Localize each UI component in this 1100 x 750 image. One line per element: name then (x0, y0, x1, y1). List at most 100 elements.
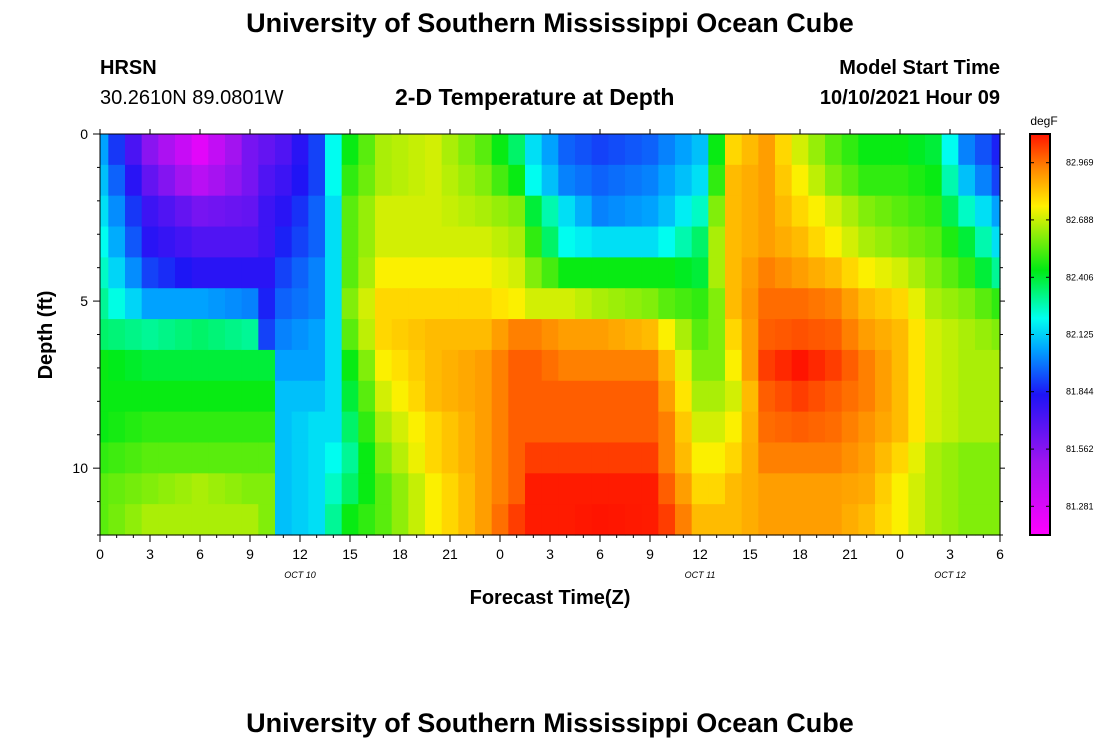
heatmap-cell (758, 257, 776, 289)
heatmap-cell (125, 319, 143, 351)
heatmap-cell (891, 319, 909, 351)
heatmap-cell (425, 380, 443, 413)
heatmap-cell (541, 288, 559, 320)
heatmap-cell (941, 134, 959, 166)
heatmap-cell (275, 134, 293, 166)
heatmap-cell (575, 504, 593, 536)
heatmap-cell (675, 473, 693, 505)
heatmap-cell (541, 226, 559, 258)
heatmap-cell (825, 473, 843, 505)
heatmap-cell (125, 504, 143, 536)
heatmap-cell (525, 288, 543, 320)
heatmap-cell (491, 319, 509, 351)
heatmap-cell (941, 442, 959, 474)
heatmap-cell (341, 195, 359, 228)
heatmap-cell (658, 288, 676, 320)
heatmap-cell (958, 257, 976, 289)
heatmap-cell (775, 349, 793, 382)
heatmap-cell (941, 195, 959, 228)
heatmap-cell (358, 380, 376, 413)
heatmap-cell (725, 195, 743, 228)
heatmap-cell (458, 504, 476, 536)
heatmap-cell (991, 257, 1001, 289)
heatmap-cell (475, 349, 493, 382)
heatmap-cell (958, 226, 976, 258)
heatmap-cell (975, 411, 993, 444)
heatmap-cell (108, 288, 126, 320)
heatmap-cell (175, 134, 193, 166)
heatmap-cell (158, 319, 176, 351)
heatmap-cell (691, 226, 709, 258)
heatmap-cell (591, 380, 609, 413)
heatmap-cell (141, 226, 159, 258)
heatmap-cell (958, 288, 976, 320)
heatmap-cell (441, 226, 459, 258)
heatmap-cell (475, 442, 493, 474)
heatmap-cell (841, 134, 859, 166)
heatmap-cell (141, 380, 159, 413)
heatmap-cell (741, 504, 759, 536)
heatmap-cell (925, 411, 943, 444)
heatmap-cell (775, 380, 793, 413)
heatmap-cell (625, 411, 643, 444)
heatmap-cell (725, 257, 743, 289)
colorbar-unit: degF (1030, 114, 1057, 128)
heatmap-cell (458, 164, 476, 197)
heatmap-cell (508, 411, 526, 444)
heatmap-cell (375, 411, 393, 444)
heatmap-cell (858, 442, 876, 474)
heatmap-cell (641, 473, 659, 505)
heatmap-cell (575, 442, 593, 474)
heatmap-cell (958, 504, 976, 536)
heatmap-cell (325, 164, 343, 197)
heatmap-cell (125, 257, 143, 289)
heatmap-cell (891, 195, 909, 228)
heatmap-cell (691, 257, 709, 289)
heatmap-cell (458, 349, 476, 382)
heatmap-cell (675, 288, 693, 320)
x-tick-label: 9 (246, 546, 254, 562)
heatmap-cell (100, 288, 109, 320)
heatmap-cell (658, 504, 676, 536)
heatmap-cell (675, 164, 693, 197)
heatmap-cell (708, 504, 726, 536)
heatmap-cell (608, 473, 626, 505)
heatmap-cell (641, 442, 659, 474)
heatmap-cell (975, 380, 993, 413)
heatmap-cell (175, 288, 193, 320)
heatmap-cell (658, 411, 676, 444)
heatmap-cell (758, 226, 776, 258)
x-tick-label: 12 (292, 546, 308, 562)
heatmap-cell (958, 411, 976, 444)
heatmap-cell (658, 380, 676, 413)
heatmap-cell (508, 380, 526, 413)
heatmap-cell (491, 504, 509, 536)
heatmap-cell (841, 319, 859, 351)
heatmap-cell (208, 319, 226, 351)
heatmap-cell (408, 288, 426, 320)
heatmap-cell (391, 164, 409, 197)
heatmap-cell (225, 134, 243, 166)
heatmap-cell (641, 288, 659, 320)
heatmap-cell (591, 134, 609, 166)
heatmap-cell (308, 380, 326, 413)
heatmap-cell (258, 226, 276, 258)
heatmap-cell (758, 504, 776, 536)
heatmap-cell (558, 442, 576, 474)
heatmap-cell (158, 504, 176, 536)
heatmap-cell (208, 195, 226, 228)
heatmap-cell (941, 319, 959, 351)
heatmap-cell (125, 134, 143, 166)
heatmap-cell (808, 349, 826, 382)
heatmap-cell (158, 164, 176, 197)
heatmap-cell (825, 226, 843, 258)
heatmap-cell (508, 288, 526, 320)
heatmap-cell (808, 288, 826, 320)
heatmap-cell (625, 504, 643, 536)
heatmap-cell (125, 473, 143, 505)
heatmap-cell (525, 349, 543, 382)
heatmap-cell (458, 319, 476, 351)
heatmap-cell (641, 411, 659, 444)
heatmap-cell (891, 288, 909, 320)
heatmap-cell (508, 195, 526, 228)
